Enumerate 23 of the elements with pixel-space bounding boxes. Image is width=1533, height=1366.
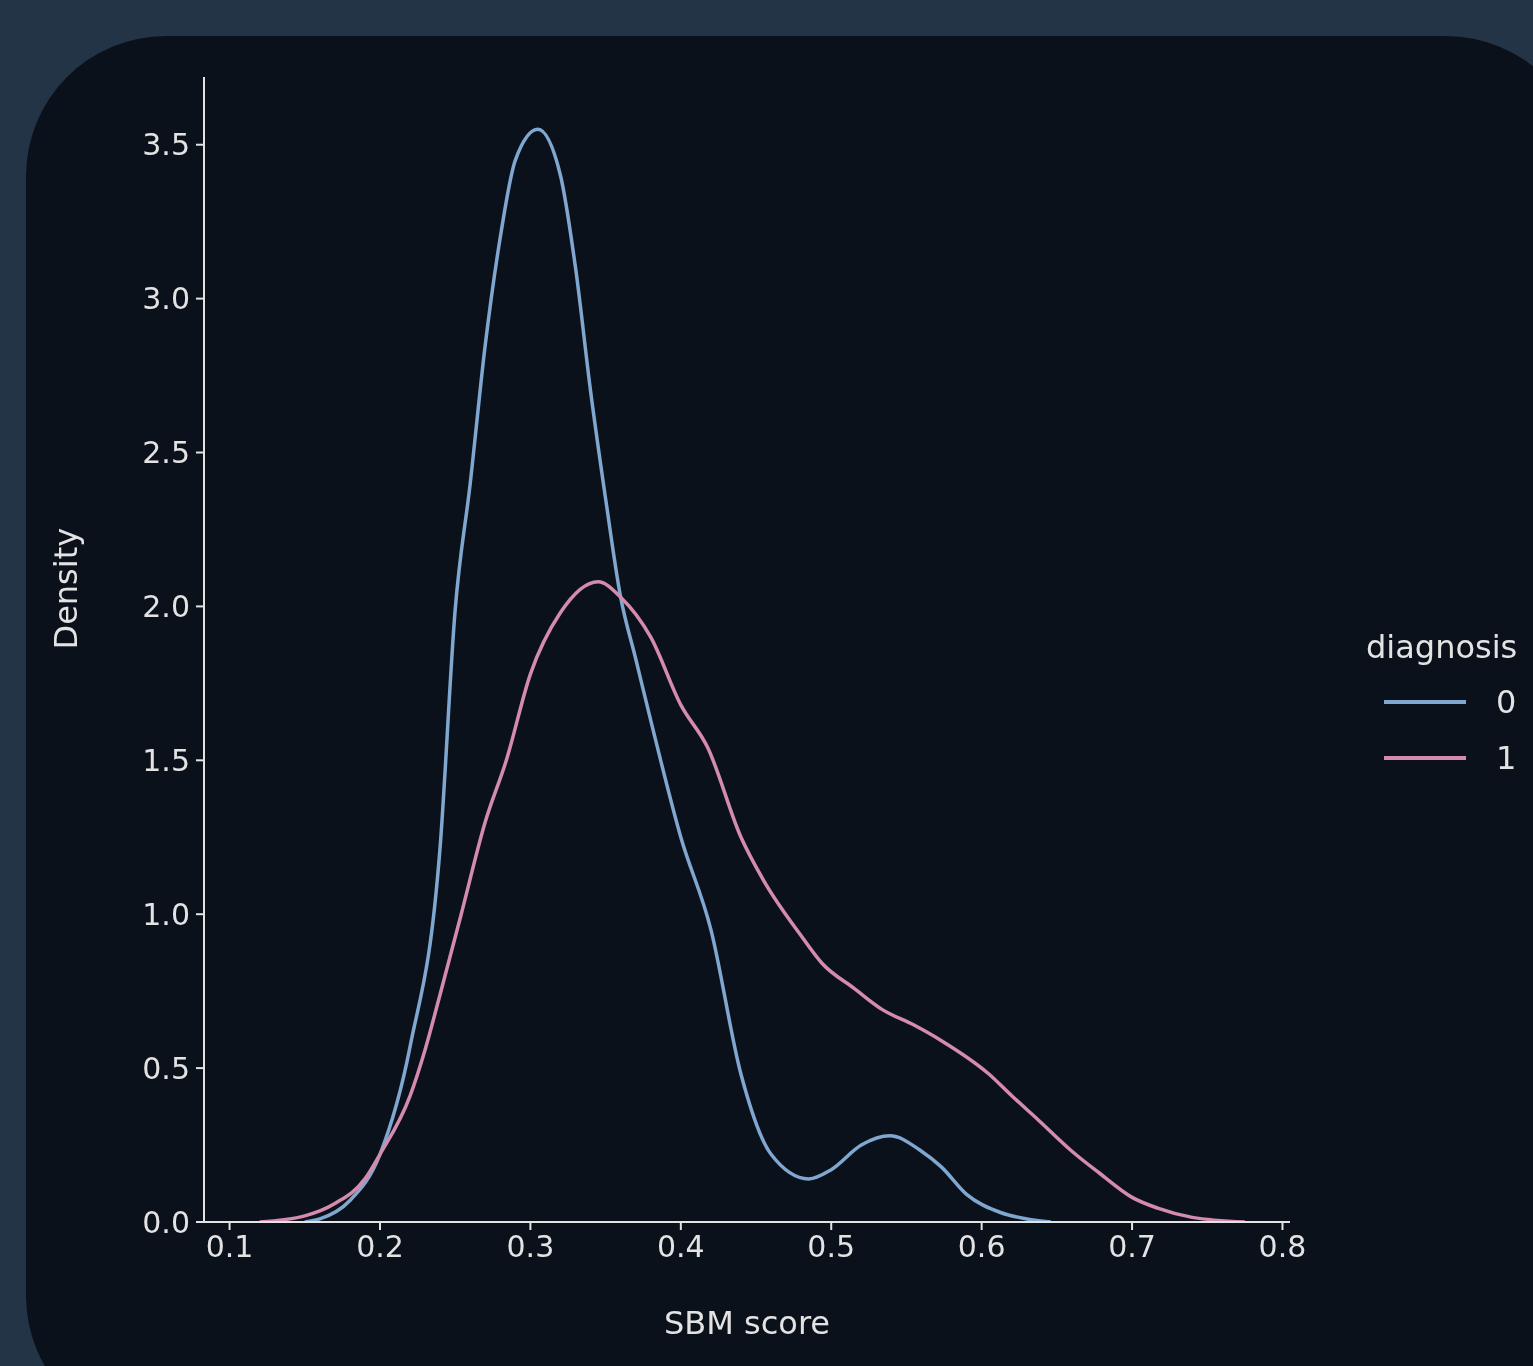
x-axis-title: SBM score bbox=[663, 1304, 831, 1342]
x-tick-label: 0.5 bbox=[807, 1229, 856, 1265]
line-series bbox=[257, 580, 1247, 1222]
line-series bbox=[303, 127, 1053, 1222]
x-tick-label: 0.2 bbox=[356, 1229, 404, 1265]
x-tick-label: 0.4 bbox=[656, 1229, 705, 1265]
y-tick-label: 3.0 bbox=[142, 281, 190, 317]
y-tick-label: 0.0 bbox=[142, 1204, 190, 1240]
x-tick-label: 0.6 bbox=[957, 1229, 1006, 1265]
x-tick-label: 0.1 bbox=[205, 1229, 254, 1265]
x-tick-label: 0.8 bbox=[1258, 1229, 1307, 1265]
y-tick-label: 0.5 bbox=[142, 1050, 190, 1086]
y-tick-label: 2.0 bbox=[142, 589, 190, 625]
x-tick-label: 0.7 bbox=[1108, 1229, 1156, 1265]
x-tick-label: 0.3 bbox=[506, 1229, 555, 1265]
y-tick-label: 3.5 bbox=[142, 127, 190, 163]
legend-title: diagnosis bbox=[1366, 628, 1518, 666]
y-tick-label: 1.0 bbox=[142, 896, 190, 932]
y-tick-label: 2.5 bbox=[142, 435, 190, 471]
legend-label: 0 bbox=[1496, 683, 1517, 721]
y-axis-title: Density bbox=[47, 527, 86, 650]
legend-label: 1 bbox=[1496, 739, 1517, 777]
y-tick-label: 1.5 bbox=[142, 742, 190, 778]
